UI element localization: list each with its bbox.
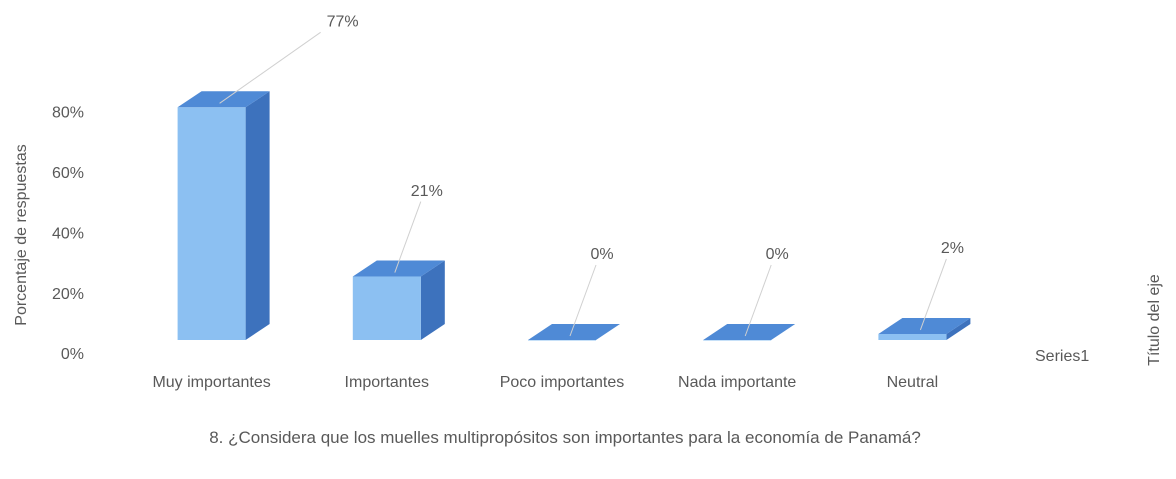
- leader-line: [569, 264, 597, 337]
- leader-line: [744, 264, 772, 337]
- y-axis-label: Porcentaje de respuestas: [13, 144, 30, 325]
- bar-side: [946, 317, 971, 340]
- bar: [177, 107, 246, 341]
- bar-side: [245, 91, 270, 341]
- y-tick-label: 0%: [61, 346, 84, 363]
- value-label: 77%: [327, 14, 359, 31]
- bar-side: [420, 260, 445, 340]
- bar-top: [352, 260, 445, 277]
- value-label: 0%: [766, 246, 789, 263]
- bar: [528, 340, 596, 341]
- bar: [703, 340, 772, 341]
- x-tick-label: Neutral: [886, 374, 939, 391]
- bar: [352, 276, 421, 340]
- y-tick-label: 40%: [52, 225, 84, 242]
- bar-top: [703, 324, 796, 340]
- x-tick-label: Nada importante: [678, 374, 797, 391]
- bar-top: [528, 324, 620, 340]
- leader-line: [919, 258, 947, 331]
- series-label: Series1: [1035, 348, 1089, 365]
- x-axis-title: 8. ¿Considera que los muelles multipropó…: [209, 428, 921, 447]
- z-axis-label: Título del eje: [1146, 274, 1163, 366]
- leader-line: [394, 201, 422, 273]
- leader-line: [219, 31, 321, 104]
- value-label: 0%: [590, 246, 613, 263]
- bar: [878, 333, 947, 340]
- x-tick-label: Importantes: [344, 374, 430, 391]
- value-label: 2%: [941, 240, 964, 257]
- value-label: 21%: [411, 183, 443, 200]
- x-tick-label: Poco importantes: [499, 374, 625, 391]
- y-tick-label: 20%: [52, 286, 84, 303]
- x-tick-label: Muy importantes: [152, 374, 271, 391]
- y-tick-label: 60%: [52, 165, 84, 182]
- bar-top: [878, 317, 971, 334]
- bar-top: [177, 91, 270, 108]
- y-tick-label: 80%: [52, 104, 84, 121]
